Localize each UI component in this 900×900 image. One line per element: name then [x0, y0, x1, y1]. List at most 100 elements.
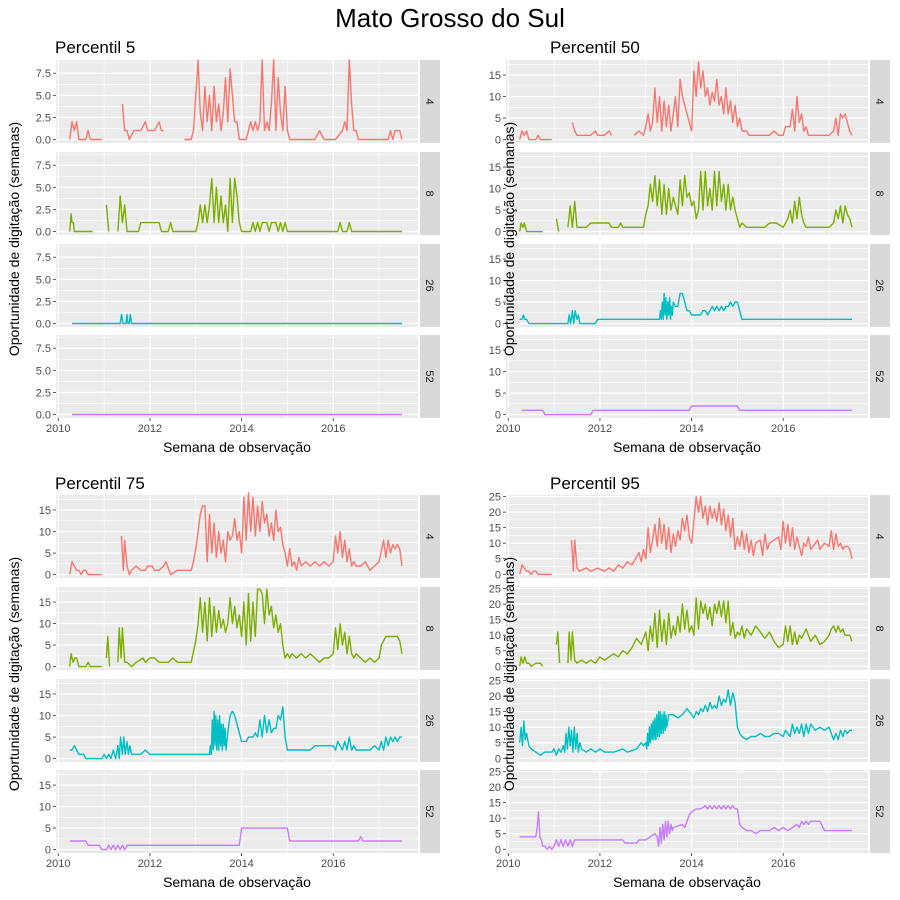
y-tick-label: 0 [495, 569, 501, 581]
facet-strip-label: 52 [423, 370, 435, 382]
facet-panel-52: 0.0 2.5 5.0 7.5 52 2010 2012 2014 2016 [36, 335, 440, 435]
facet-strip [420, 152, 440, 235]
y-tick-label: 10 [489, 630, 501, 642]
y-tick-label: 0 [495, 135, 501, 147]
x-tick-label: 2010 [46, 423, 70, 435]
chart-group-3: Percentil 95 0 5 10 15 20 25 4 0 5 10 15 20 25 8 0 5 10 15… [489, 474, 890, 890]
series-line-4 [69, 59, 403, 141]
x-tick-label: 2012 [588, 858, 612, 870]
y-tick-label: 10 [39, 619, 51, 631]
facet-strip [870, 60, 890, 143]
facet-strip [420, 770, 440, 853]
y-tick-label: 15 [489, 798, 501, 810]
facet-strip [420, 587, 440, 670]
y-tick-label: 10 [39, 711, 51, 723]
y-tick-label: 0.0 [36, 318, 51, 330]
y-tick-label: 7.5 [36, 68, 51, 80]
facet-panel-52: 0 5 10 15 20 25 52 2010 2012 2014 2016 [489, 767, 890, 870]
y-tick-label: 15 [39, 505, 51, 517]
series-line-52 [69, 827, 402, 851]
x-axis-title: Semana de observação [613, 439, 761, 455]
x-axis-title: Semana de observação [163, 874, 311, 890]
y-axis-title: Oportunidade de digitação (semanas) [6, 122, 22, 356]
x-tick-label: 2012 [588, 423, 612, 435]
y-tick-label: 5 [495, 738, 501, 750]
series-line-8 [69, 177, 402, 233]
facet-strip [420, 679, 440, 762]
facet-strip [870, 335, 890, 418]
facet-panel-26: 0 5 10 15 20 25 26 [489, 676, 890, 765]
facet-strip [870, 587, 890, 670]
x-tick-label: 2014 [679, 423, 703, 435]
y-axis-title: Oportunidade de digitação (semanas) [501, 122, 517, 356]
facet-panel-4: 0.0 2.5 5.0 7.5 4 [36, 59, 440, 146]
facet-strip-label: 4 [873, 98, 885, 104]
y-tick-label: 2.5 [36, 204, 51, 216]
panel-background [506, 60, 868, 143]
x-tick-label: 2016 [771, 858, 795, 870]
y-tick-label: 25 [489, 492, 501, 504]
facet-panel-4: 0 5 10 15 20 25 4 [489, 492, 890, 581]
y-tick-label: 10 [489, 722, 501, 734]
panel-background [56, 770, 418, 853]
y-tick-label: 0 [45, 662, 51, 674]
series-line-4 [69, 492, 403, 576]
y-tick-label: 5 [495, 829, 501, 841]
y-tick-label: 10 [39, 802, 51, 814]
y-tick-label: 5 [495, 388, 501, 400]
y-tick-label: 0 [45, 570, 51, 582]
panel-background [506, 679, 868, 762]
y-tick-label: 0 [495, 410, 501, 422]
series-line-52 [522, 405, 852, 416]
facet-strip [420, 244, 440, 327]
y-tick-label: 10 [489, 276, 501, 288]
series-line-4 [519, 495, 853, 575]
y-tick-label: 20 [489, 782, 501, 794]
x-tick-label: 2010 [496, 858, 520, 870]
facet-strip-label: 26 [423, 279, 435, 291]
chart-group-2: Percentil 75 0 5 10 15 4 0 5 10 15 8 0 5 10 15 26 0 5 10 15… [6, 474, 440, 890]
series-line-26 [69, 706, 402, 760]
y-tick-label: 15 [39, 689, 51, 701]
series-line-4 [519, 61, 853, 141]
y-tick-label: 2.5 [36, 112, 51, 124]
facet-strip-label: 8 [423, 190, 435, 196]
chart-group-0: Percentil 50.02.55.07.540.02.55.07.580.0… [6, 38, 440, 455]
facet-strip-label: 52 [873, 805, 885, 817]
y-tick-label: 15 [489, 70, 501, 82]
y-tick-label: 15 [489, 523, 501, 535]
series-line-8 [519, 597, 853, 667]
y-tick-label: 10 [489, 813, 501, 825]
y-tick-label: 5.0 [36, 274, 51, 286]
y-tick-label: 15 [489, 162, 501, 174]
y-tick-label: 0 [495, 227, 501, 239]
y-tick-label: 7.5 [36, 343, 51, 355]
y-tick-label: 10 [489, 367, 501, 379]
y-tick-label: 2.5 [36, 387, 51, 399]
y-tick-label: 10 [489, 538, 501, 550]
facet-strip [420, 60, 440, 143]
y-tick-label: 25 [489, 584, 501, 596]
chart-group-1: Percentil 50 0 5 10 15 4 0 5 10 15 8 0 5 10 15 26 0 5 10 15… [489, 38, 890, 455]
x-tick-label: 2014 [679, 858, 703, 870]
series-line-26 [519, 292, 852, 325]
y-axis-title: Oportunidade de digitação (semanas) [6, 557, 22, 791]
facet-strip [420, 335, 440, 418]
y-tick-label: 5 [45, 548, 51, 560]
x-tick-label: 2012 [138, 423, 162, 435]
y-tick-label: 20 [489, 507, 501, 519]
y-tick-label: 0 [495, 319, 501, 331]
x-tick-label: 2010 [496, 423, 520, 435]
facet-strip [870, 770, 890, 853]
y-tick-label: 25 [489, 767, 501, 779]
y-tick-label: 0 [45, 754, 51, 766]
y-tick-label: 7.5 [36, 160, 51, 172]
panel-background [56, 335, 418, 418]
y-tick-label: 5 [495, 554, 501, 566]
y-tick-label: 15 [489, 615, 501, 627]
chart-title: Percentil 50 [550, 38, 640, 57]
y-tick-label: 25 [489, 676, 501, 688]
x-tick-label: 2014 [229, 858, 253, 870]
facet-strip-label: 8 [423, 625, 435, 631]
